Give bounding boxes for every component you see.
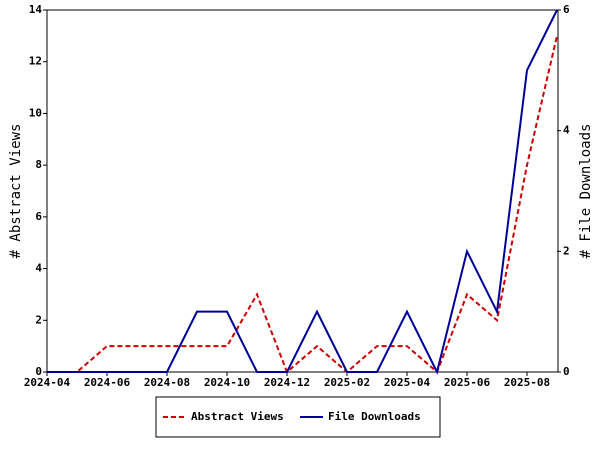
x-tick-label: 2025-08 — [504, 376, 550, 389]
y-tick-label: 0 — [35, 365, 42, 378]
x-tick-label: 2024-08 — [144, 376, 190, 389]
y-tick-label: 14 — [29, 3, 43, 16]
y2-tick-label: 0 — [563, 365, 570, 378]
legend-label: Abstract Views — [191, 410, 284, 423]
x-tick-label: 2025-04 — [384, 376, 431, 389]
y2-tick-label: 6 — [563, 3, 570, 16]
y-tick-label: 10 — [29, 106, 42, 119]
x-tick-label: 2025-06 — [444, 376, 491, 389]
y2-tick-label: 2 — [563, 244, 570, 257]
y-tick-label: 8 — [35, 158, 42, 171]
y-tick-label: 2 — [35, 313, 42, 326]
series-line — [47, 35, 558, 374]
y-tick-label: 6 — [35, 210, 42, 223]
y2-axis-label: # File Downloads — [578, 124, 594, 259]
series-line — [47, 9, 558, 375]
y-tick-label: 12 — [29, 55, 42, 68]
y2-tick-label: 4 — [563, 124, 570, 137]
y-tick-label: 4 — [35, 262, 42, 275]
legend — [155, 396, 441, 438]
x-tick-label: 2024-10 — [204, 376, 250, 389]
x-tick-label: 2024-12 — [264, 376, 310, 389]
y-axis-label: # Abstract Views — [8, 124, 24, 259]
x-tick-label: 2025-02 — [324, 376, 370, 389]
x-tick-label: 2024-06 — [84, 376, 131, 389]
legend-label: File Downloads — [328, 410, 421, 423]
plot-frame — [46, 9, 559, 373]
x-tick-label: 2024-04 — [24, 376, 71, 389]
